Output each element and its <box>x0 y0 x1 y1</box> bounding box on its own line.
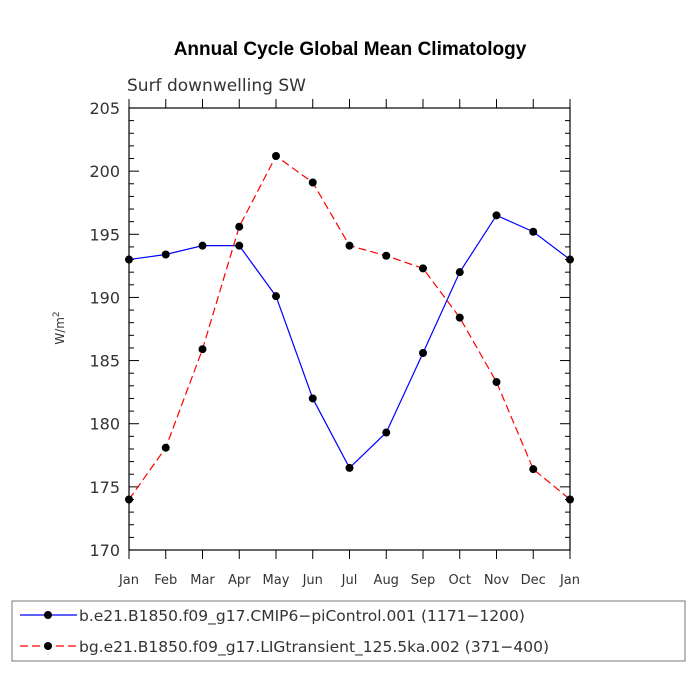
legend-marker-1 <box>44 611 52 619</box>
legend-marker-2 <box>44 642 52 650</box>
x-tick-label: May <box>263 573 290 588</box>
series-2-point <box>272 151 280 160</box>
series-2-point <box>198 345 207 354</box>
x-tick-label: Apr <box>228 573 251 588</box>
legend-box <box>11 600 686 662</box>
series-2-point <box>235 222 244 231</box>
series-2-point <box>492 378 501 387</box>
series-2-point <box>382 251 391 260</box>
series-1-point <box>492 211 501 220</box>
series-1-point <box>308 394 317 403</box>
axis-ticks: 170 175 180 185 190 195 200 205 Jan Feb Mar Apr May J… <box>89 99 580 588</box>
y-tick-label: 190 <box>89 288 120 307</box>
series-2-point <box>125 495 133 504</box>
x-tick-label: Sep <box>411 573 436 588</box>
series-1-point <box>198 241 207 250</box>
y-tick-label: 205 <box>89 99 120 118</box>
x-tick-label: Dec <box>521 573 546 588</box>
series-2-point <box>308 178 317 187</box>
y-tick-label: 170 <box>89 541 120 560</box>
series-1-point <box>345 463 354 472</box>
series-2-point <box>161 443 170 452</box>
chart-title: Annual Cycle Global Mean Climatology <box>174 39 527 60</box>
x-tick-label: Jan <box>118 573 139 588</box>
series-1-point <box>125 255 133 264</box>
x-tick-label: Mar <box>190 573 215 588</box>
x-tick-label: Feb <box>154 573 177 588</box>
y-tick-label: 175 <box>89 478 120 497</box>
legend-label-2: bg.e21.B1850.f09_g17.LIGtransient_125.5k… <box>79 638 549 657</box>
y-tick-label: 195 <box>89 225 120 244</box>
legend-label-1: b.e21.B1850.f09_g17.CMIP6−piControl.001 … <box>79 607 525 626</box>
plot-frame <box>128 107 571 551</box>
chart-subtitle: Surf downwelling SW <box>127 76 306 96</box>
series-layer <box>125 151 574 504</box>
y-tick-label: 200 <box>89 162 120 181</box>
series-1-point <box>455 268 464 277</box>
x-tick-label: Oct <box>449 573 471 588</box>
series-1-point <box>529 227 538 236</box>
series-2-point <box>419 264 427 273</box>
y-axis-label: W/m2 <box>52 311 67 344</box>
y-tick-label: 185 <box>89 352 120 371</box>
x-tick-label: Jun <box>302 573 323 588</box>
x-tick-label: Jan <box>559 573 580 588</box>
series-2-point <box>566 495 574 504</box>
series-2-point <box>529 465 538 474</box>
series-line-1 <box>128 214 571 469</box>
series-1-point <box>235 241 244 250</box>
legend: b.e21.B1850.f09_g17.CMIP6−piControl.001 … <box>11 600 686 662</box>
x-tick-label: Jul <box>341 573 358 588</box>
series-1-point <box>161 250 170 259</box>
x-tick-label: Aug <box>374 573 399 588</box>
series-1-point <box>419 348 427 357</box>
series-1-point <box>272 292 280 301</box>
y-tick-label: 180 <box>89 415 120 434</box>
series-2-point <box>345 241 354 250</box>
series-1-point <box>566 255 574 264</box>
x-tick-label: Nov <box>484 573 510 588</box>
series-1-point <box>382 428 391 437</box>
series-line-2 <box>128 155 571 500</box>
series-2-point <box>455 313 464 322</box>
